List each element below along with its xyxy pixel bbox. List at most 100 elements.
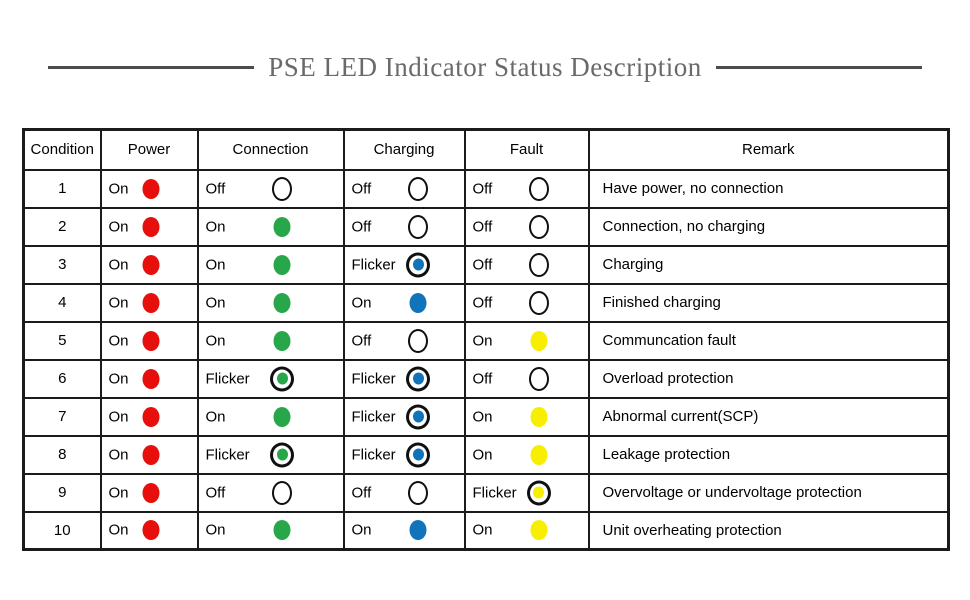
charging-state-label: On — [351, 521, 372, 539]
condition-cell: 6 — [22, 358, 102, 399]
charging-cell: On — [342, 282, 466, 323]
table-row: 10 On On On On Unit overheating protection — [22, 510, 950, 551]
led-red-on-icon — [142, 178, 160, 199]
led-red-on-icon — [142, 482, 160, 503]
led-green-on-icon — [273, 520, 291, 541]
led-red-on-icon — [142, 520, 160, 541]
led-yellow-on-icon — [530, 330, 548, 351]
condition-cell: 4 — [22, 282, 102, 323]
connection-cell: On — [196, 282, 345, 323]
charging-state-label: Off — [351, 180, 372, 197]
title-rule-right — [715, 66, 922, 69]
led-red-on-icon — [142, 292, 160, 313]
page-title: PSE LED Indicator Status Description — [268, 52, 702, 82]
connection-cell: Off — [196, 472, 345, 513]
charging-state-label: Flicker — [351, 370, 396, 387]
fault-state-label: On — [472, 332, 493, 349]
column-header-connection: Connection — [196, 128, 345, 171]
charging-state-label: Off — [351, 484, 372, 501]
power-state-label: On — [108, 484, 129, 501]
connection-state-label: On — [205, 332, 226, 349]
charging-state-label: Flicker — [351, 256, 396, 273]
table-row: 6 On Flicker Flicker Off Overload protection — [22, 358, 950, 399]
charging-state-label: Off — [351, 218, 372, 235]
remark-cell: Overload protection — [587, 358, 950, 399]
led-red-on-icon — [142, 368, 160, 389]
led-flicker-inner-dot — [412, 372, 424, 385]
remark-cell: Charging — [587, 244, 950, 285]
fault-cell: Off — [463, 168, 590, 209]
fault-cell: Off — [463, 358, 590, 399]
led-yellow-flicker-icon — [526, 480, 551, 505]
connection-cell: Off — [196, 168, 345, 209]
power-state-label: On — [108, 408, 129, 425]
remark-cell: Communcation fault — [587, 320, 950, 361]
power-cell: On — [99, 320, 199, 361]
charging-cell: Off — [342, 320, 466, 361]
power-cell: On — [99, 472, 199, 513]
remark-cell: Leakage protection — [587, 434, 950, 475]
fault-cell: Off — [463, 206, 590, 247]
column-header-condition: Condition — [22, 128, 102, 171]
charging-cell: On — [342, 510, 466, 551]
charging-cell: Flicker — [342, 434, 466, 475]
connection-state-label: On — [205, 218, 226, 235]
condition-cell: 7 — [22, 396, 102, 437]
led-red-on-icon — [142, 254, 160, 275]
power-state-label: On — [108, 294, 129, 311]
led-green-on-icon — [273, 330, 291, 351]
fault-cell: Flicker — [463, 472, 590, 513]
charging-cell: Flicker — [342, 244, 466, 285]
column-header-remark: Remark — [587, 128, 950, 171]
connection-state-label: Off — [205, 180, 226, 197]
fault-cell: Off — [463, 282, 590, 323]
led-green-flicker-icon — [270, 442, 295, 467]
connection-state-label: On — [205, 521, 226, 539]
fault-state-label: Off — [472, 256, 493, 273]
power-state-label: On — [108, 446, 129, 463]
led-red-on-icon — [142, 330, 160, 351]
charging-state-label: Flicker — [351, 408, 396, 425]
connection-state-label: On — [205, 408, 226, 425]
fault-cell: On — [463, 434, 590, 475]
charging-state-label: Flicker — [351, 446, 396, 463]
remark-cell: Have power, no connection — [587, 168, 950, 209]
led-blue-on-icon — [409, 292, 427, 313]
table-row: 9 On Off Off Flicker Overvoltage or undervolt… — [22, 472, 950, 513]
condition-cell: 3 — [22, 244, 102, 285]
power-state-label: On — [108, 521, 129, 539]
connection-state-label: Off — [205, 484, 226, 501]
led-off-icon — [408, 214, 429, 239]
led-blue-flicker-icon — [406, 404, 431, 429]
remark-cell: Abnormal current(SCP) — [587, 396, 950, 437]
fault-state-label: Off — [472, 370, 493, 387]
table-row: 8 On Flicker Flicker On Leakage protection — [22, 434, 950, 475]
led-yellow-on-icon — [530, 520, 548, 541]
led-off-icon — [528, 366, 549, 391]
remark-cell: Finished charging — [587, 282, 950, 323]
led-flicker-inner-dot — [276, 448, 288, 461]
led-off-icon — [272, 480, 293, 505]
power-cell: On — [99, 244, 199, 285]
table-row: 7 On On Flicker On Abnormal current(SCP) — [22, 396, 950, 437]
connection-cell: Flicker — [196, 434, 345, 475]
led-flicker-inner-dot — [412, 448, 424, 461]
power-cell: On — [99, 168, 199, 209]
led-green-on-icon — [273, 216, 291, 237]
table-row: 3 On On Flicker Off Charging — [22, 244, 950, 285]
remark-cell: Unit overheating protection — [587, 510, 950, 551]
led-off-icon — [408, 176, 429, 201]
condition-cell: 1 — [22, 168, 102, 209]
connection-cell: On — [196, 244, 345, 285]
charging-cell: Off — [342, 168, 466, 209]
led-off-icon — [408, 328, 429, 353]
column-header-power: Power — [99, 128, 199, 171]
fault-state-label: On — [472, 446, 493, 463]
power-state-label: On — [108, 332, 129, 349]
title-rule-left — [48, 66, 255, 69]
power-cell: On — [99, 510, 199, 551]
led-off-icon — [528, 176, 549, 201]
table-row: 2 On On Off Off Connection, no charging — [22, 206, 950, 247]
power-cell: On — [99, 434, 199, 475]
